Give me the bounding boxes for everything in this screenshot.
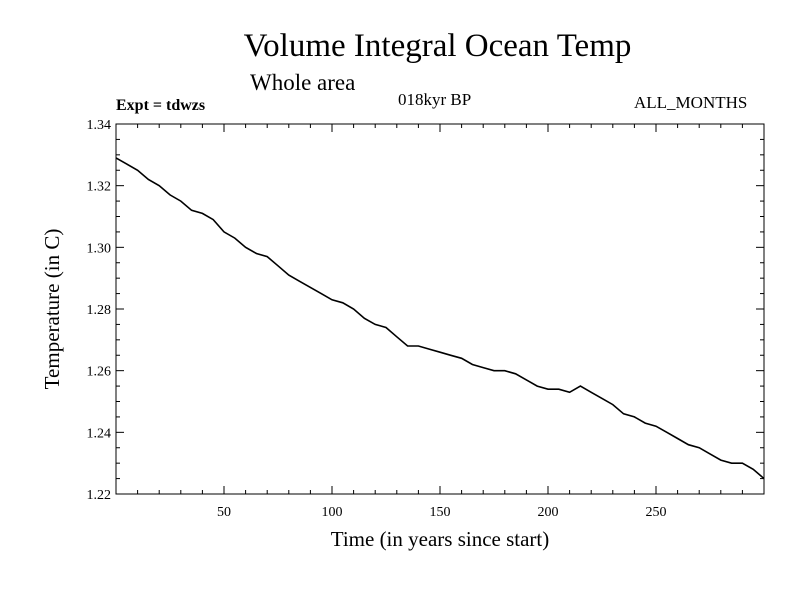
y-tick-label: 1.28: [87, 303, 112, 318]
x-tick-label: 50: [217, 505, 231, 520]
x-tick-label: 100: [322, 505, 343, 520]
y-axis-label: Temperature (in C): [40, 229, 64, 390]
x-axis-label: Time (in years since start): [331, 527, 550, 551]
period-label: 018kyr BP: [398, 90, 472, 109]
months-label: ALL_MONTHS: [634, 93, 748, 112]
y-tick-label: 1.32: [87, 180, 112, 195]
plot-frame: [115, 123, 765, 495]
ticks-layer: [116, 124, 764, 494]
chart-title: Volume Integral Ocean Temp: [243, 28, 632, 64]
temperature-series-line: [115, 157, 765, 480]
chart-subtitle: Whole area: [250, 70, 356, 95]
y-tick-label: 1.22: [87, 488, 112, 503]
y-tick-label: 1.24: [87, 426, 112, 441]
tick-labels-layer: 50 100 150 200 250 1.22 1.24 1.26 1.28 1.30 1.32 1.…: [87, 118, 667, 520]
x-tick-label: 250: [646, 505, 667, 520]
x-tick-label: 200: [538, 505, 559, 520]
y-tick-label: 1.30: [87, 241, 112, 256]
x-tick-label: 150: [430, 505, 451, 520]
y-tick-label: 1.26: [87, 365, 112, 380]
experiment-label: Expt = tdwzs: [116, 97, 206, 114]
y-tick-label: 1.34: [87, 118, 112, 133]
